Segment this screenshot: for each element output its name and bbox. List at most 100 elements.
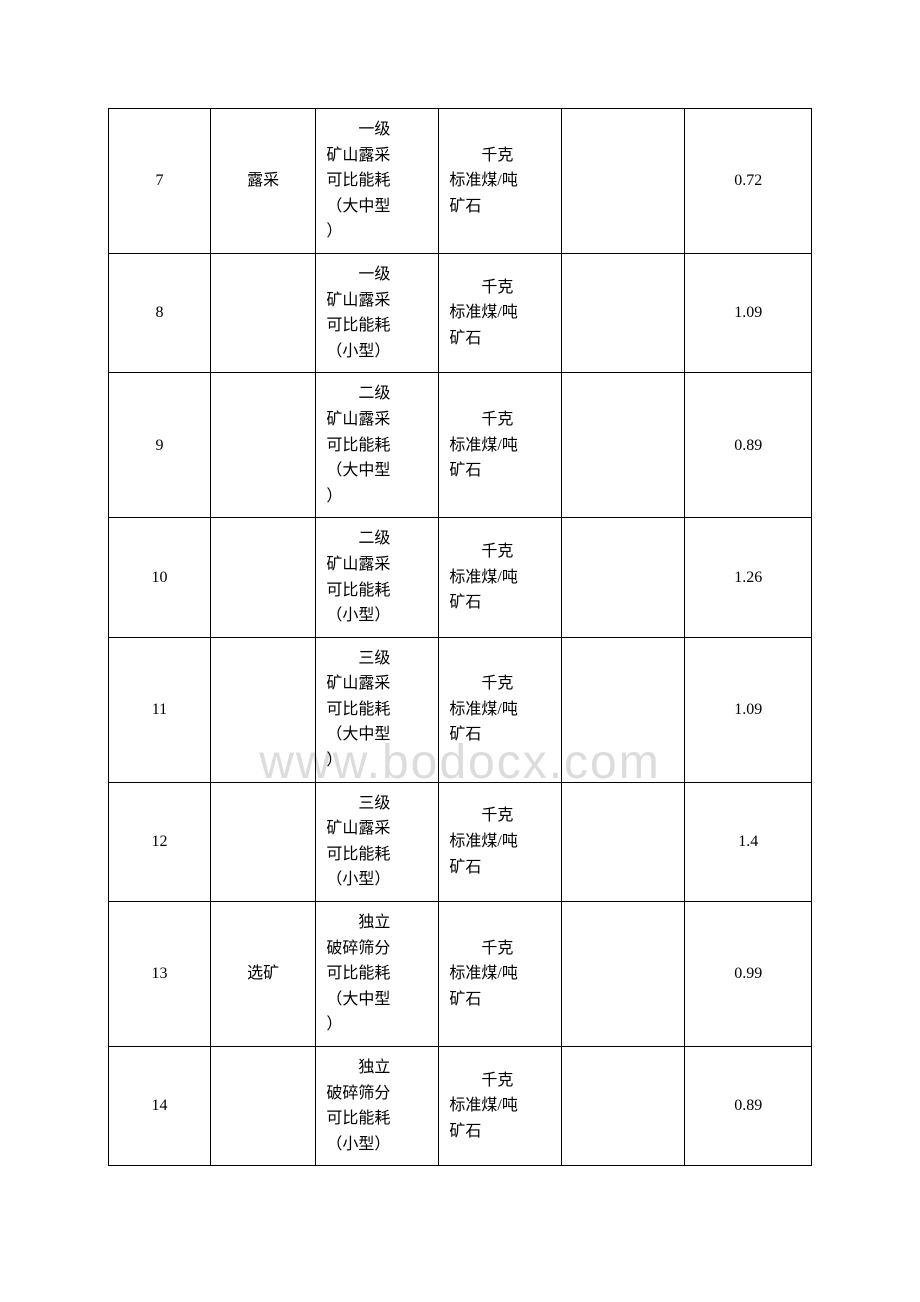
cell-category (210, 518, 315, 637)
cell-unit: 千克 标准煤/吨 矿石 (439, 782, 562, 901)
cell-value: 1.4 (685, 782, 812, 901)
indicator-line: 破碎筛分 (326, 940, 390, 957)
unit-line: 千克 (449, 803, 555, 829)
cell-indicator: 独立 破碎筛分 可比能耗 （小型） (316, 1047, 439, 1166)
table-row: 8 一级 矿山露采 可比能耗 （小型） 千克 标准煤/吨 矿石 (109, 253, 812, 372)
indicator-line: （大中型 (326, 198, 390, 215)
indicator-line: ） (326, 1016, 342, 1033)
indicator-line: 矿山露采 (326, 147, 390, 164)
cell-indicator: 三级 矿山露采 可比能耗 （大中型 ） (316, 637, 439, 782)
unit-line: 千克 (449, 671, 555, 697)
unit-line: 千克 (449, 407, 555, 433)
cell-category: 选矿 (210, 902, 315, 1047)
indicator-line: 一级 (326, 262, 432, 288)
cell-category (210, 1047, 315, 1166)
indicator-line: 矿山露采 (326, 411, 390, 428)
cell-empty (562, 1047, 685, 1166)
cell-num: 11 (109, 637, 211, 782)
indicator-line: 独立 (326, 910, 432, 936)
unit-line: 标准煤/吨 (449, 569, 517, 586)
indicator-line: ） (326, 488, 342, 505)
indicator-line: ） (326, 752, 342, 769)
indicator-line: （小型） (326, 607, 390, 624)
unit-line: 矿石 (449, 726, 481, 743)
indicator-line: 可比能耗 (326, 317, 390, 334)
table-wrapper: 7 露采 一级 矿山露采 可比能耗 （大中型 ） 千克 标准煤/吨 (108, 108, 812, 1166)
unit-line: 矿石 (449, 462, 481, 479)
unit-line: 千克 (449, 143, 555, 169)
cell-indicator: 二级 矿山露采 可比能耗 （小型） (316, 518, 439, 637)
cell-num: 7 (109, 109, 211, 254)
unit-line: 矿石 (449, 1123, 481, 1140)
cell-empty (562, 253, 685, 372)
cell-category (210, 637, 315, 782)
cell-num: 8 (109, 253, 211, 372)
indicator-line: 可比能耗 (326, 846, 390, 863)
indicator-line: 可比能耗 (326, 172, 390, 189)
indicator-line: （小型） (326, 871, 390, 888)
indicator-line: 可比能耗 (326, 437, 390, 454)
unit-line: 标准煤/吨 (449, 833, 517, 850)
unit-line: 标准煤/吨 (449, 1097, 517, 1114)
cell-value: 0.72 (685, 109, 812, 254)
data-table: 7 露采 一级 矿山露采 可比能耗 （大中型 ） 千克 标准煤/吨 (108, 108, 812, 1166)
indicator-line: 二级 (326, 381, 432, 407)
unit-line: 标准煤/吨 (449, 701, 517, 718)
cell-indicator: 独立 破碎筛分 可比能耗 （大中型 ） (316, 902, 439, 1047)
cell-empty (562, 637, 685, 782)
table-row: 11 三级 矿山露采 可比能耗 （大中型 ） 千克 标准煤/吨 (109, 637, 812, 782)
unit-line: 矿石 (449, 330, 481, 347)
indicator-line: 可比能耗 (326, 582, 390, 599)
cell-value: 1.09 (685, 253, 812, 372)
cell-unit: 千克 标准煤/吨 矿石 (439, 253, 562, 372)
cell-empty (562, 373, 685, 518)
cell-category (210, 253, 315, 372)
unit-line: 矿石 (449, 198, 481, 215)
cell-unit: 千克 标准煤/吨 矿石 (439, 902, 562, 1047)
indicator-line: （小型） (326, 343, 390, 360)
cell-indicator: 一级 矿山露采 可比能耗 （小型） (316, 253, 439, 372)
indicator-line: （大中型 (326, 462, 390, 479)
cell-indicator: 三级 矿山露采 可比能耗 （小型） (316, 782, 439, 901)
cell-category (210, 373, 315, 518)
cell-empty (562, 109, 685, 254)
indicator-line: ） (326, 223, 342, 240)
indicator-line: 可比能耗 (326, 701, 390, 718)
cell-category (210, 782, 315, 901)
unit-line: 标准煤/吨 (449, 172, 517, 189)
cell-num: 14 (109, 1047, 211, 1166)
unit-line: 矿石 (449, 991, 481, 1008)
table-row: 14 独立 破碎筛分 可比能耗 （小型） 千克 标准煤/吨 矿石 (109, 1047, 812, 1166)
cell-empty (562, 518, 685, 637)
table-row: 10 二级 矿山露采 可比能耗 （小型） 千克 标准煤/吨 矿石 (109, 518, 812, 637)
table-row: 12 三级 矿山露采 可比能耗 （小型） 千克 标准煤/吨 矿石 (109, 782, 812, 901)
cell-value: 0.89 (685, 373, 812, 518)
cell-unit: 千克 标准煤/吨 矿石 (439, 1047, 562, 1166)
cell-value: 1.09 (685, 637, 812, 782)
indicator-line: 矿山露采 (326, 292, 390, 309)
cell-num: 12 (109, 782, 211, 901)
cell-num: 13 (109, 902, 211, 1047)
table-row: 13 选矿 独立 破碎筛分 可比能耗 （大中型 ） 千克 标准煤/吨 (109, 902, 812, 1047)
table-row: 9 二级 矿山露采 可比能耗 （大中型 ） 千克 标准煤/吨 (109, 373, 812, 518)
indicator-line: 二级 (326, 526, 432, 552)
cell-value: 1.26 (685, 518, 812, 637)
cell-indicator: 二级 矿山露采 可比能耗 （大中型 ） (316, 373, 439, 518)
unit-line: 矿石 (449, 594, 481, 611)
cell-unit: 千克 标准煤/吨 矿石 (439, 109, 562, 254)
indicator-line: 矿山露采 (326, 556, 390, 573)
cell-value: 0.89 (685, 1047, 812, 1166)
cell-unit: 千克 标准煤/吨 矿石 (439, 637, 562, 782)
cell-unit: 千克 标准煤/吨 矿石 (439, 373, 562, 518)
table-row: 7 露采 一级 矿山露采 可比能耗 （大中型 ） 千克 标准煤/吨 (109, 109, 812, 254)
cell-unit: 千克 标准煤/吨 矿石 (439, 518, 562, 637)
indicator-line: （大中型 (326, 726, 390, 743)
indicator-line: （大中型 (326, 991, 390, 1008)
indicator-line: 三级 (326, 646, 432, 672)
cell-value: 0.99 (685, 902, 812, 1047)
cell-indicator: 一级 矿山露采 可比能耗 （大中型 ） (316, 109, 439, 254)
cell-empty (562, 782, 685, 901)
unit-line: 千克 (449, 539, 555, 565)
cell-empty (562, 902, 685, 1047)
cell-num: 10 (109, 518, 211, 637)
